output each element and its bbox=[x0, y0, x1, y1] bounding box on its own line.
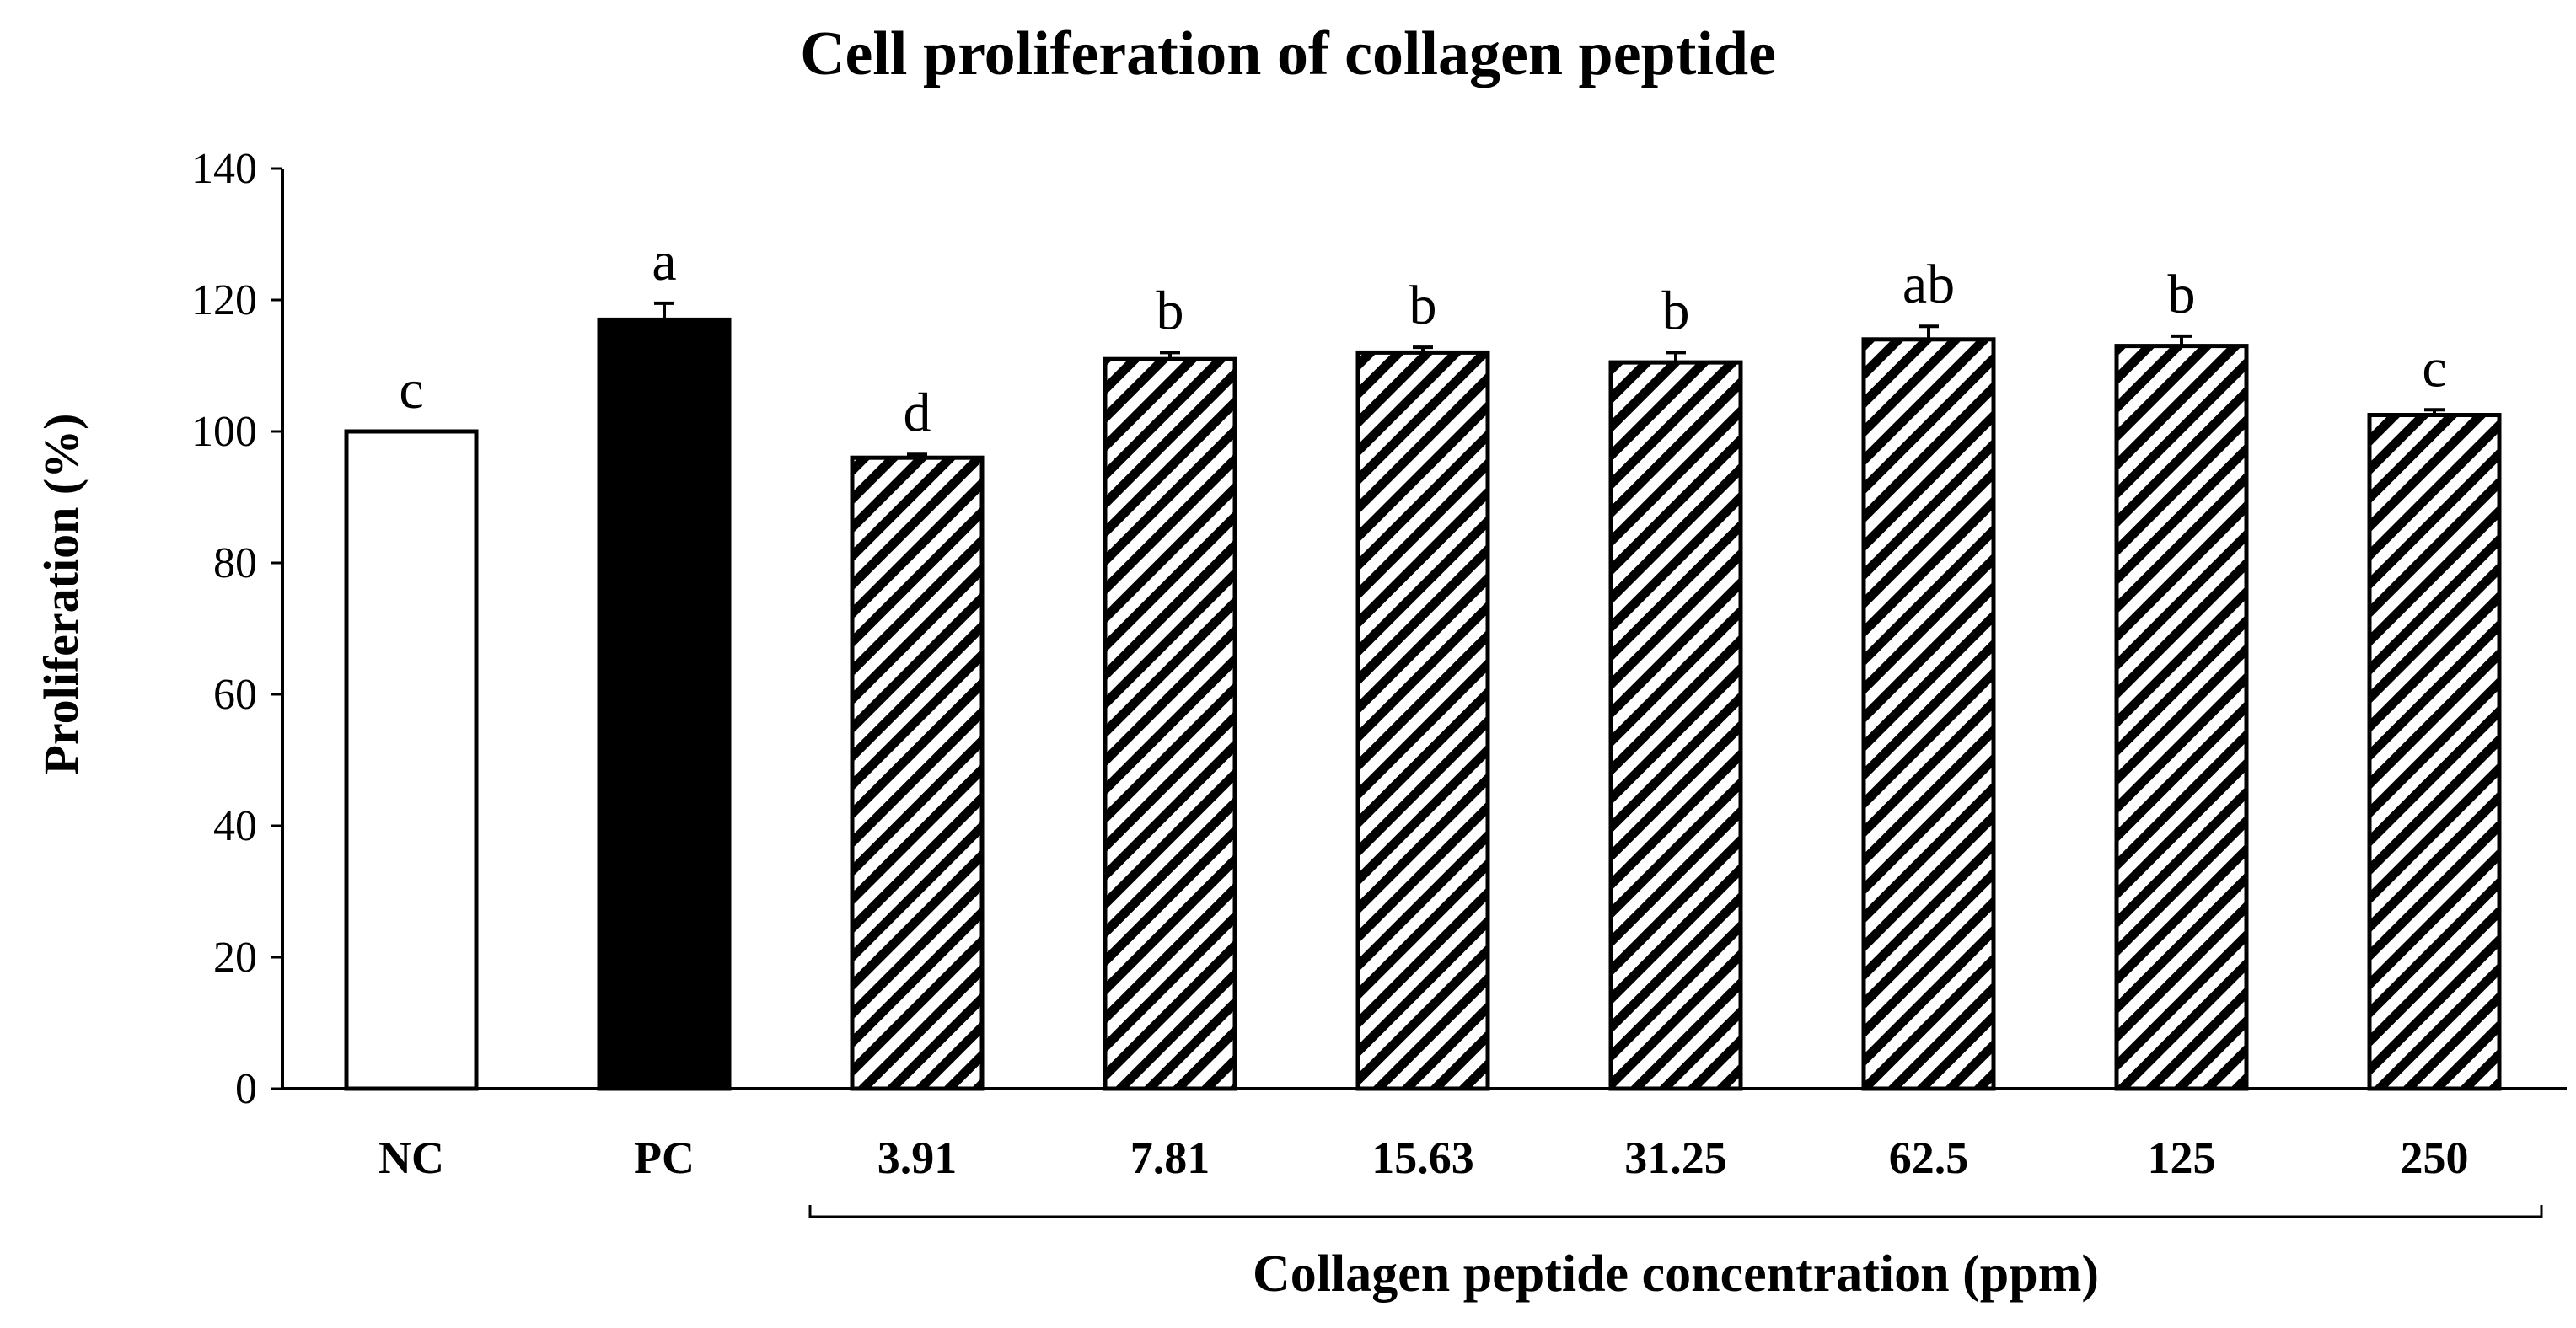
x-tick-label-NC: NC bbox=[378, 1133, 444, 1183]
y-tick-label: 40 bbox=[213, 802, 257, 850]
group-bracket-label: Collagen peptide concentration (ppm) bbox=[1253, 1245, 2099, 1303]
bars: c a d b b b ab b c bbox=[344, 231, 2502, 1091]
significance-letter-3.91: d bbox=[904, 382, 931, 443]
x-tick-label-62.5: 62.5 bbox=[1889, 1133, 1969, 1183]
y-tick-label: 0 bbox=[235, 1065, 257, 1113]
significance-letter-31.25: b bbox=[1662, 280, 1690, 341]
bar-PC bbox=[597, 317, 732, 1091]
y-axis-label: Proliferation (%) bbox=[34, 414, 89, 775]
x-tick-label-PC: PC bbox=[634, 1133, 695, 1183]
significance-letter-125: b bbox=[2168, 264, 2196, 325]
x-tick-label-7.81: 7.81 bbox=[1130, 1133, 1210, 1183]
chart-title: Cell proliferation of collagen peptide bbox=[800, 19, 1776, 88]
bar-250 bbox=[2367, 413, 2502, 1091]
y-tick-label: 140 bbox=[191, 145, 257, 193]
x-tick-label-3.91: 3.91 bbox=[877, 1133, 958, 1183]
x-tick-label-15.63: 15.63 bbox=[1371, 1133, 1474, 1183]
bar-31.25 bbox=[1608, 360, 1743, 1091]
significance-letter-PC: a bbox=[652, 231, 676, 292]
group-bracket bbox=[808, 1205, 2543, 1218]
significance-letter-250: c bbox=[2422, 337, 2446, 399]
bar-125 bbox=[2114, 344, 2249, 1091]
y-tick-label: 20 bbox=[213, 934, 257, 982]
bar-15.63 bbox=[1355, 350, 1490, 1091]
y-tick-label: 100 bbox=[191, 408, 257, 456]
significance-letter-15.63: b bbox=[1409, 275, 1437, 336]
x-tick-label-250: 250 bbox=[2401, 1133, 2469, 1183]
x-tick-label-125: 125 bbox=[2148, 1133, 2216, 1183]
bar-62.5 bbox=[1861, 337, 1996, 1091]
y-tick-label: 60 bbox=[213, 671, 257, 719]
significance-letter-NC: c bbox=[399, 359, 423, 420]
x-axis: NC PC 3.91 7.81 15.63 31.25 62.5 125 250 bbox=[282, 1087, 2567, 1183]
significance-letter-62.5: ab bbox=[1902, 254, 1955, 315]
y-axis: 0 20 40 60 80 100 120 140 bbox=[191, 145, 284, 1113]
x-tick-label-31.25: 31.25 bbox=[1624, 1133, 1727, 1183]
y-tick-label: 80 bbox=[213, 539, 257, 587]
bar-7.81 bbox=[1103, 356, 1237, 1091]
y-tick-label: 120 bbox=[191, 276, 257, 324]
bar-NC bbox=[344, 429, 479, 1091]
bar-3.91 bbox=[850, 455, 985, 1091]
significance-letter-7.81: b bbox=[1157, 280, 1184, 341]
